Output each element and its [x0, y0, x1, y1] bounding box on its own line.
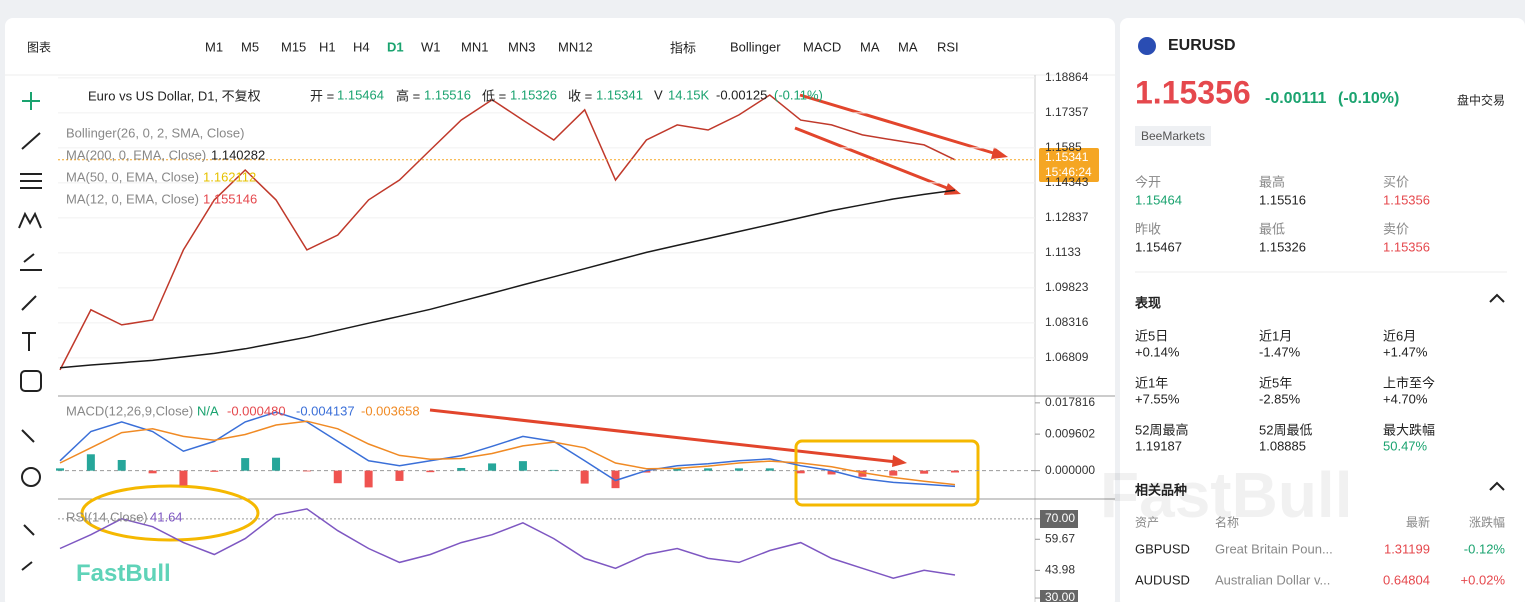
annotations	[80, 93, 1008, 542]
series-line	[59, 94, 956, 371]
macd-histogram-bar	[951, 470, 959, 473]
y-tick-label: 1.1133	[1045, 245, 1081, 259]
macd-histogram-bar	[179, 470, 188, 486]
macd-histogram-bar	[796, 470, 805, 474]
last-price-time: 15:46:24	[1045, 165, 1092, 179]
y-tick-label: 59.67	[1045, 531, 1075, 545]
series-line	[59, 411, 956, 488]
macd-histogram-bar	[642, 470, 651, 473]
y-tick-label: 1.1585	[1045, 140, 1082, 154]
drawing-tools[interactable]	[18, 92, 42, 571]
macd-histogram-bar	[611, 470, 620, 489]
macd-histogram-bar	[734, 468, 743, 471]
rsi-tag-bg	[1040, 590, 1078, 602]
macd-histogram-bar	[549, 469, 558, 471]
y-tick-label: 1.14343	[1045, 175, 1089, 189]
macd-histogram-bar	[117, 459, 126, 471]
y-tick-label: 0.000000	[1045, 463, 1095, 477]
macd-histogram-bar	[457, 467, 466, 471]
macd-histogram-bar	[148, 470, 157, 474]
macd-histogram-bar	[765, 468, 774, 471]
y-tick-label: 1.12837	[1045, 210, 1089, 224]
rsi-tag-bg	[1040, 510, 1078, 528]
y-tick-label: 30.00	[1045, 590, 1075, 602]
y-tick-label: 0.017816	[1045, 395, 1095, 409]
macd-histogram-bar	[86, 454, 95, 471]
series-line	[59, 420, 956, 486]
macd-histogram-bar	[210, 470, 219, 472]
macd-histogram-bar	[333, 470, 342, 484]
macd-histogram-bar	[426, 470, 435, 473]
y-tick-label: 1.08316	[1045, 315, 1089, 329]
y-tick-label: 0.009602	[1045, 426, 1095, 440]
y-tick-label: 1.06809	[1045, 350, 1089, 364]
macd-histogram-bar	[364, 470, 373, 488]
macd-histogram-bar	[827, 470, 836, 475]
y-tick-label: 70.00	[1045, 511, 1075, 525]
y-tick-label: 1.18864	[1045, 70, 1089, 84]
macd-histogram-bar	[673, 467, 682, 471]
price-tag-bg	[1039, 148, 1099, 182]
macd-histogram-bar	[518, 461, 527, 471]
macd-histogram-bar	[56, 468, 64, 471]
quote-panel	[1120, 18, 1525, 602]
y-tick-label: 1.17357	[1045, 105, 1089, 119]
y-tick-label: 43.98	[1045, 563, 1075, 577]
macd-histogram-bar	[889, 470, 898, 476]
macd-histogram-bar	[395, 470, 404, 481]
watermark: FastBull	[1100, 459, 1352, 531]
last-price-label: 1.15341	[1045, 150, 1089, 164]
macd-histogram-bar	[241, 458, 250, 471]
macd-histogram-bar	[704, 468, 713, 471]
chevron[interactable]	[1489, 293, 1505, 491]
macd-histogram-bar	[488, 463, 497, 471]
series-line	[59, 189, 956, 369]
y-tick-label: 1.09823	[1045, 280, 1089, 294]
series-line	[59, 508, 956, 579]
macd-histogram-bar	[272, 457, 281, 471]
macd-histogram-bar	[302, 470, 311, 472]
macd-histogram-bar	[580, 470, 589, 484]
macd-histogram-bar	[858, 470, 867, 477]
flag-icon	[1138, 37, 1156, 55]
chart-panel	[5, 18, 1115, 602]
macd-histogram-bar	[920, 470, 929, 474]
